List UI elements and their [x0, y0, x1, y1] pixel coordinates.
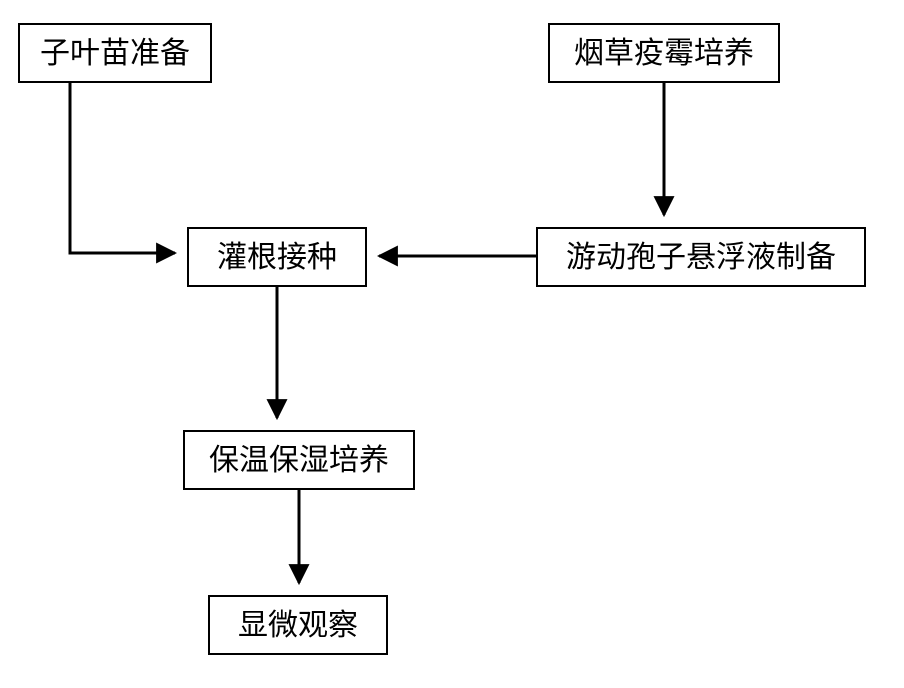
node-label: 显微观察: [238, 609, 358, 642]
node-zoospore-prep: 游动孢子悬浮液制备: [536, 227, 866, 287]
node-microscopy: 显微观察: [208, 595, 388, 655]
node-label: 保温保湿培养: [209, 444, 389, 477]
edge-cotyledon_prep-to-root_inoculation: [70, 83, 175, 253]
node-label: 子叶苗准备: [40, 37, 190, 70]
node-tobacco-culture: 烟草疫霉培养: [548, 23, 780, 83]
node-label: 游动孢子悬浮液制备: [566, 241, 836, 274]
flowchart-canvas: 子叶苗准备 烟草疫霉培养 游动孢子悬浮液制备 灌根接种 保温保湿培养 显微观察: [0, 0, 904, 688]
node-incubation: 保温保湿培养: [183, 430, 415, 490]
edges-layer: [0, 0, 904, 688]
node-root-inoculation: 灌根接种: [187, 227, 367, 287]
node-cotyledon-prep: 子叶苗准备: [18, 23, 212, 83]
node-label: 烟草疫霉培养: [574, 37, 754, 70]
node-label: 灌根接种: [217, 241, 337, 274]
